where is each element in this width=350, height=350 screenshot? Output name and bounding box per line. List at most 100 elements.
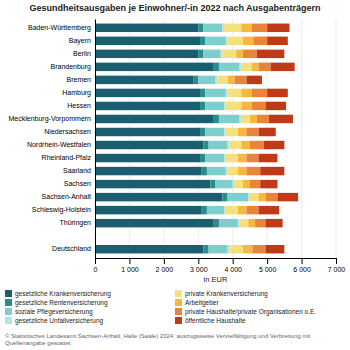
tick-label: 5 000	[259, 266, 277, 273]
series	[217, 24, 258, 254]
bar	[271, 63, 295, 71]
tick: Deutschland	[52, 245, 91, 252]
legend-item: öffentliche Haushalte	[175, 317, 246, 324]
tick: 6 000	[293, 258, 311, 273]
axis-line	[96, 259, 337, 265]
tick-label: Schleswig-Holstein	[32, 206, 91, 214]
tick-label: 6 000	[293, 266, 311, 273]
legend-item: gesetzliche Krankenversicherung	[5, 290, 111, 298]
legend-swatch	[5, 299, 12, 306]
bar	[219, 219, 238, 227]
grid-line	[336, 19, 337, 258]
bar	[241, 102, 251, 110]
legend-label: gesetzliche Unfallversicherung	[15, 317, 104, 325]
annotation: © Statistisches Landesamt Sachsen-Anhalt…	[5, 333, 311, 346]
bar	[255, 219, 265, 227]
bar	[241, 141, 250, 149]
legend: gesetzliche Krankenversicherunggesetzlic…	[5, 290, 316, 325]
bar	[207, 167, 226, 175]
bar	[216, 76, 218, 84]
text-line: © Statistisches Landesamt Sachsen-Anhalt…	[5, 333, 311, 339]
bar	[224, 102, 226, 110]
bar	[238, 167, 247, 175]
legend-item: Arbeitgeber	[175, 299, 219, 307]
bar	[221, 50, 223, 58]
bar	[267, 89, 288, 97]
bar	[241, 115, 250, 123]
bar	[238, 128, 247, 136]
tick: Hamburg	[62, 89, 91, 97]
bar	[246, 167, 260, 175]
bar	[198, 24, 203, 32]
bar	[248, 219, 255, 227]
tick: Mecklenburg-Vorpommern	[9, 115, 92, 123]
bar	[224, 128, 226, 136]
bar	[236, 50, 243, 58]
bar	[243, 180, 250, 188]
bar	[257, 50, 285, 58]
tick-label: Brandenburg	[51, 63, 92, 71]
bar	[200, 128, 205, 136]
bar	[259, 63, 271, 71]
legend-item: soziale Pflegeversicherung	[5, 308, 93, 316]
tick-label: 7 000	[328, 266, 346, 273]
legend-item: private Haushalte/private Organisationen…	[175, 308, 316, 316]
legend-label: soziale Pflegeversicherung	[15, 308, 93, 316]
bar	[203, 245, 208, 253]
tick-label: Berlin	[73, 50, 91, 57]
bar	[205, 37, 226, 45]
bar	[228, 245, 230, 253]
bar	[238, 206, 247, 214]
bar	[214, 115, 219, 123]
tick-label: Thüringen	[59, 219, 91, 227]
bar	[198, 76, 215, 84]
bar	[267, 37, 288, 45]
bar	[95, 128, 200, 136]
tick-label: Bayern	[69, 37, 91, 45]
bar	[205, 89, 226, 97]
bar	[250, 115, 257, 123]
series	[95, 24, 222, 254]
bar	[95, 89, 200, 97]
tick-label: 3 000	[190, 266, 208, 273]
bar	[200, 154, 205, 162]
bar	[265, 245, 284, 253]
legend-item: gesetzliche Unfallversicherung	[5, 317, 104, 325]
bar	[202, 206, 207, 214]
bar	[95, 24, 198, 32]
legend-label: private Haushalte/private Organisationen…	[185, 308, 316, 316]
bar	[259, 154, 278, 162]
bar	[252, 24, 267, 32]
tick: Nordrhein-Westfalen	[27, 141, 91, 148]
grid	[95, 19, 336, 258]
bar	[95, 141, 203, 149]
bar	[224, 24, 241, 32]
bar	[228, 89, 242, 97]
bar	[259, 128, 276, 136]
bar	[224, 206, 226, 214]
tick: Schleswig-Holstein	[32, 206, 91, 214]
text-line: Gesundheitsausgaben je Einwohner/-in 202…	[29, 3, 320, 13]
grid-line	[301, 19, 302, 258]
tick-mark	[129, 258, 130, 264]
bar	[269, 115, 293, 123]
tick-label: Saarland	[63, 167, 91, 174]
tick-label: Nordrhein-Westfalen	[27, 141, 91, 148]
tick-mark	[267, 258, 268, 264]
bar	[209, 245, 228, 253]
bar	[264, 141, 285, 149]
bar	[250, 180, 260, 188]
tick: Thüringen	[59, 219, 91, 227]
bars	[95, 24, 298, 254]
legend-item: gesetzliche Rentenversicherung	[5, 299, 108, 307]
bar	[226, 37, 228, 45]
bar	[216, 180, 233, 188]
legend-item: private Krankenversicherung	[175, 290, 268, 298]
bar	[198, 50, 203, 58]
bar	[95, 76, 193, 84]
tick-label: Deutschland	[52, 245, 91, 252]
bar	[95, 245, 203, 253]
bar	[259, 193, 266, 201]
bar	[222, 193, 227, 201]
bar	[252, 63, 259, 71]
